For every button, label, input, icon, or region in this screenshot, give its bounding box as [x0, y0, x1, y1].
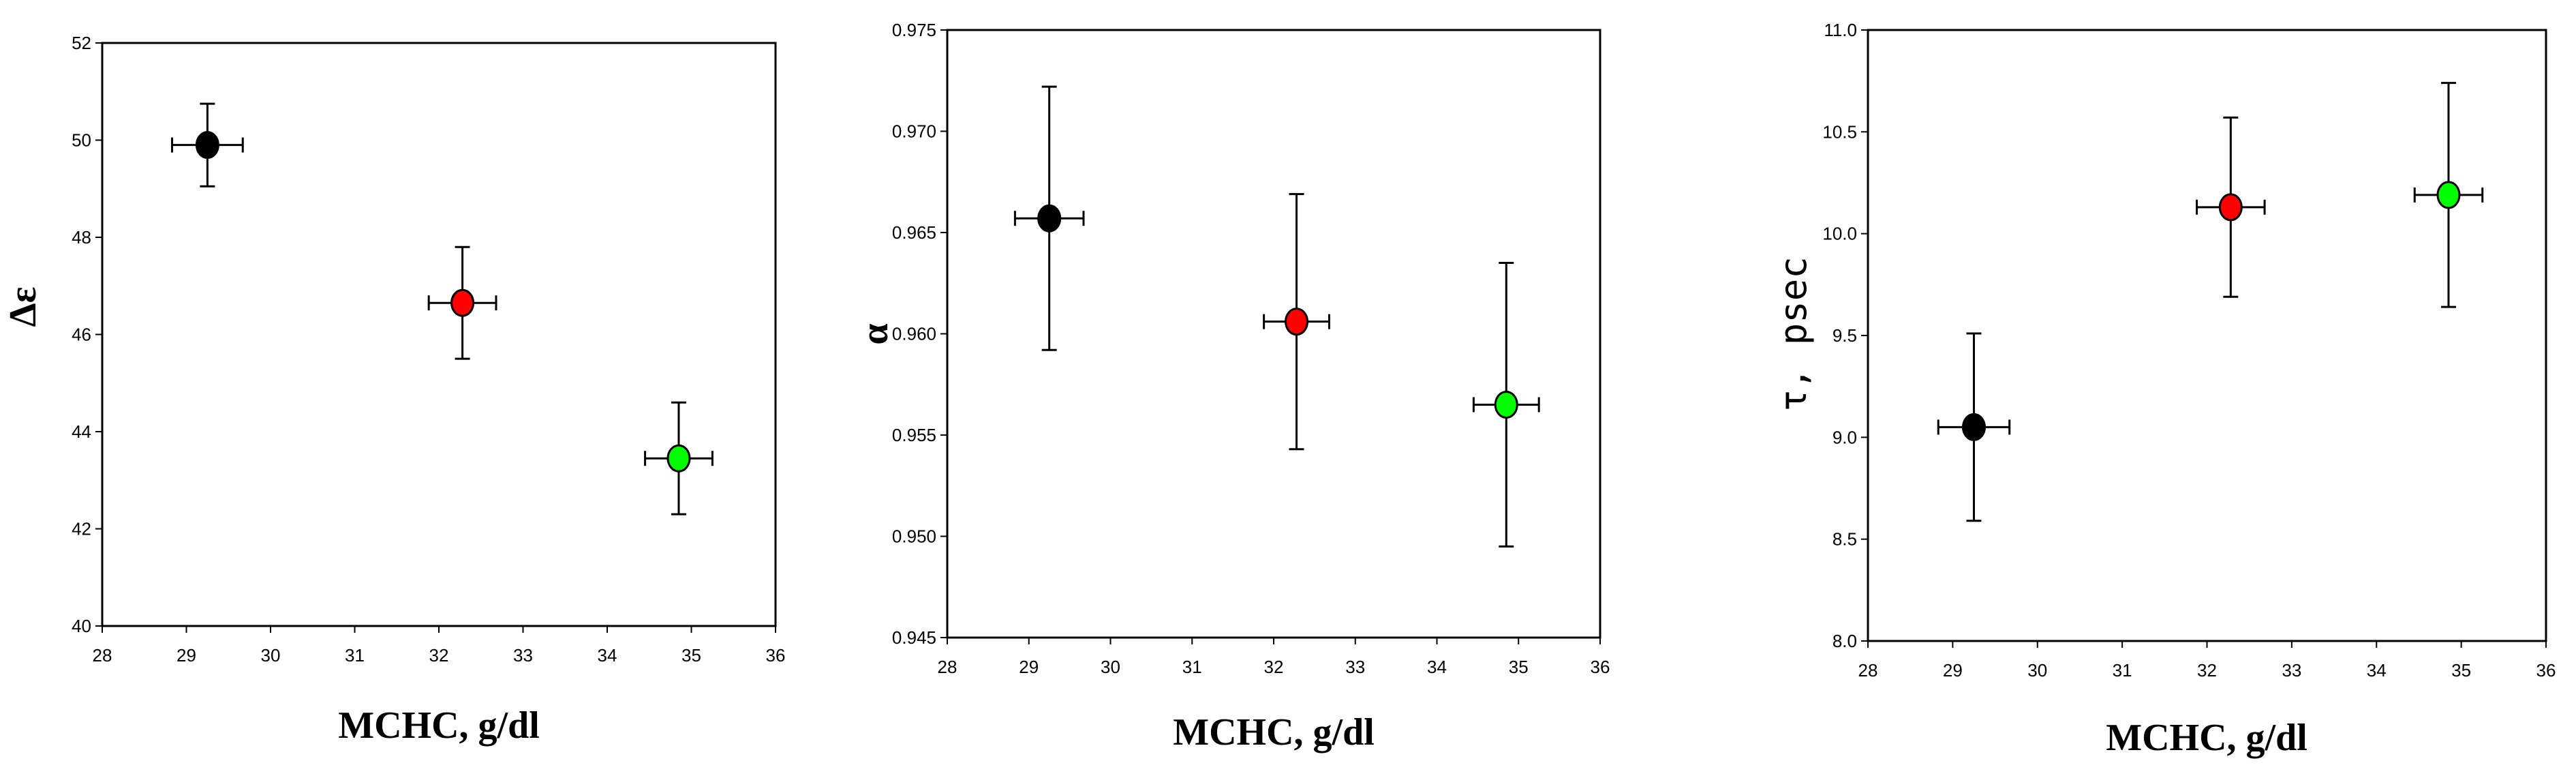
y-tick-label: 9.5 — [1833, 325, 1857, 346]
y-tick-label: 0.960 — [892, 324, 936, 344]
data-marker — [1037, 204, 1062, 233]
y-tick-label: 0.950 — [892, 526, 936, 547]
x-tick-label: 33 — [513, 645, 533, 666]
y-tick-label: 42 — [72, 519, 91, 539]
data-point — [427, 245, 497, 360]
y-tick-label: 40 — [72, 616, 91, 636]
y-tick-label: 46 — [72, 325, 91, 345]
x-axis-label: MCHC, g/dl — [1173, 711, 1375, 753]
x-tick-label: 30 — [261, 645, 281, 666]
x-tick-label: 32 — [2197, 660, 2217, 681]
y-axis-label: τ, psec — [1772, 256, 1815, 412]
data-marker — [2436, 181, 2461, 209]
y-tick-label: 11.0 — [1824, 20, 1857, 40]
y-tick-label: 0.945 — [892, 627, 936, 648]
y-tick-label: 8.5 — [1833, 529, 1857, 550]
y-tick-label: 8.0 — [1833, 631, 1857, 651]
panel-tau: τ, psec MCHC, g/dl 28 29 30 31 32 33 34 35 36 8.0… — [1772, 20, 2556, 759]
data-point — [171, 102, 244, 188]
x-tick-label: 31 — [1182, 657, 1202, 677]
y-tick-label: 0.955 — [892, 425, 936, 445]
data-marker — [1961, 413, 1986, 441]
data-point — [1013, 85, 1085, 351]
y-tick-label: 0.965 — [892, 222, 936, 243]
y-axis-label: α — [854, 323, 896, 344]
y-tick-label: 0.975 — [892, 20, 936, 40]
data-point — [644, 401, 714, 516]
y-tick-label: 48 — [72, 227, 91, 248]
x-tick-label: 35 — [2451, 660, 2471, 681]
x-tick-label: 29 — [177, 645, 196, 666]
panel-delta-epsilon: Δε MCHC, g/dl 28 29 30 31 32 33 34 35 36 40 42 44 46… — [2, 33, 785, 747]
y-tick-label: 10.5 — [1822, 121, 1857, 142]
plot-frame — [1867, 29, 2547, 642]
x-tick-label: 34 — [2367, 660, 2387, 681]
x-tick-label: 28 — [93, 645, 112, 666]
data-point — [1472, 262, 1540, 548]
x-tick-label: 32 — [429, 645, 449, 666]
x-tick-label: 28 — [938, 657, 957, 677]
x-tick-label: 36 — [2536, 660, 2556, 681]
data-marker — [1285, 308, 1309, 336]
y-tick-label: 50 — [72, 130, 91, 151]
panel-alpha: α MCHC, g/dl 28 29 30 31 32 33 34 35 36 0.945 0.95… — [854, 20, 1610, 753]
x-tick-label: 29 — [1019, 657, 1039, 677]
x-tick-label: 28 — [1858, 660, 1878, 681]
data-point — [2413, 82, 2484, 308]
y-axis-label: Δε — [2, 286, 44, 327]
data-point — [2196, 116, 2266, 298]
x-axis-label: MCHC, g/dl — [2106, 717, 2307, 759]
x-tick-label: 36 — [1591, 657, 1610, 677]
x-tick-label: 31 — [2113, 660, 2132, 681]
x-tick-label: 30 — [2027, 660, 2047, 681]
data-marker — [195, 131, 219, 160]
x-tick-label: 33 — [1345, 657, 1365, 677]
x-tick-label: 30 — [1101, 657, 1120, 677]
x-tick-label: 34 — [1427, 657, 1447, 677]
data-marker — [1494, 390, 1518, 419]
y-tick-label: 0.970 — [892, 121, 936, 142]
data-point — [1263, 193, 1330, 451]
data-marker — [450, 288, 475, 317]
x-axis-label: MCHC, g/dl — [338, 704, 540, 747]
x-tick-label: 36 — [766, 645, 786, 666]
y-tick-label: 52 — [72, 33, 91, 53]
data-marker — [666, 444, 691, 473]
data-marker — [2218, 193, 2243, 222]
x-tick-label: 31 — [345, 645, 365, 666]
plot-frame — [101, 42, 777, 627]
x-tick-label: 34 — [598, 645, 617, 666]
x-tick-label: 29 — [1943, 660, 1963, 681]
x-tick-label: 35 — [1509, 657, 1529, 677]
x-tick-label: 32 — [1264, 657, 1284, 677]
y-tick-label: 9.0 — [1833, 427, 1857, 447]
data-point — [1937, 332, 2011, 522]
x-tick-label: 33 — [2282, 660, 2301, 681]
y-tick-label: 44 — [72, 421, 91, 442]
y-tick-label: 10.0 — [1822, 224, 1857, 244]
x-tick-label: 35 — [681, 645, 701, 666]
